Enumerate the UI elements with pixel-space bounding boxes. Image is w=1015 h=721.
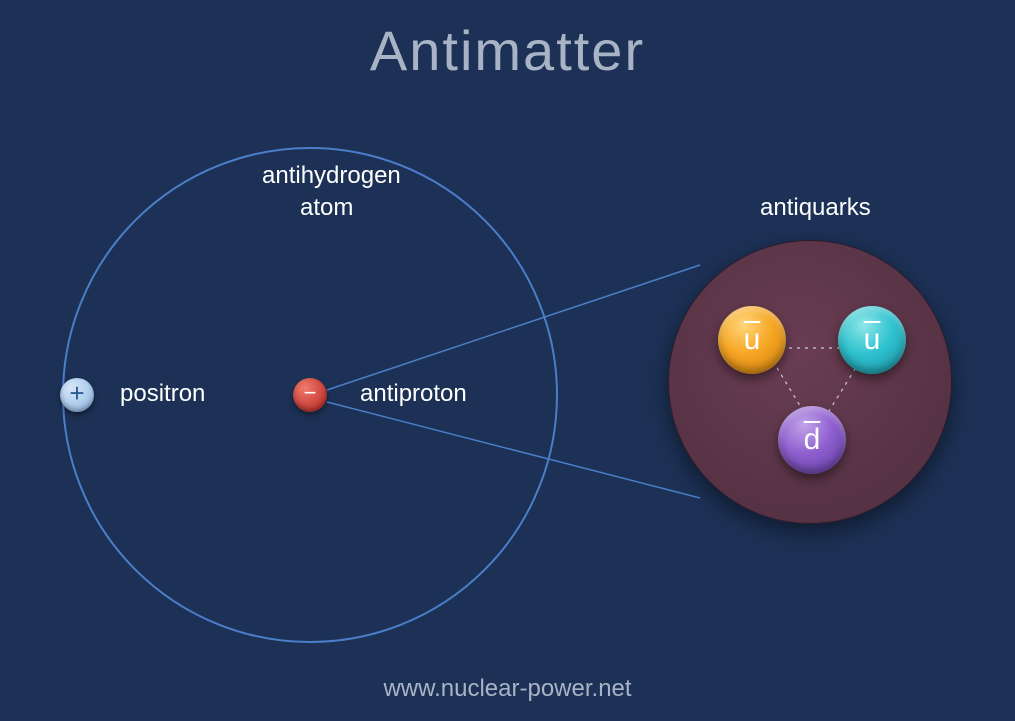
antiquarks-bubble xyxy=(668,240,952,524)
label-positron: positron xyxy=(120,380,205,408)
footer-credit: www.nuclear-power.net xyxy=(383,675,631,703)
label-antiquarks: antiquarks xyxy=(760,194,871,222)
antiquark-u-2-label: u xyxy=(864,325,881,355)
label-antihydrogen-1: antihydrogen xyxy=(262,162,401,190)
label-antihydrogen-2: atom xyxy=(300,194,353,222)
antiquark-d-label: d xyxy=(804,425,821,455)
antiproton-sign: − xyxy=(293,376,327,410)
antiquark-d: d xyxy=(778,406,846,474)
antiquark-u-1-label: u xyxy=(744,325,761,355)
antiquark-u-1: u xyxy=(718,306,786,374)
positron-sign: + xyxy=(60,376,94,410)
label-antiproton: antiproton xyxy=(360,380,467,408)
title: Antimatter xyxy=(370,18,645,83)
antiquark-u-2: u xyxy=(838,306,906,374)
